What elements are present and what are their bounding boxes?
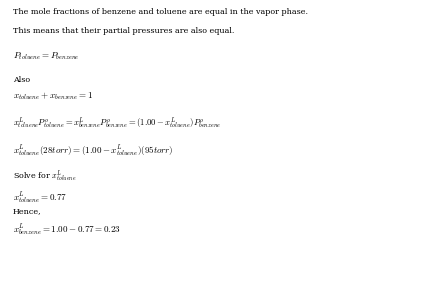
Text: Hence,: Hence, bbox=[13, 207, 41, 215]
Text: $x^{L}_{benzene} = 1.00 - 0.77 = 0.23$: $x^{L}_{benzene} = 1.00 - 0.77 = 0.23$ bbox=[13, 223, 121, 238]
Text: The mole fractions of benzene and toluene are equal in the vapor phase.: The mole fractions of benzene and toluen… bbox=[13, 8, 308, 16]
Text: $x^{L}_{toluene}P^{o}_{toluene} = x^{L}_{benzene}P^{o}_{benzene} = (1.00 - x^{L}: $x^{L}_{toluene}P^{o}_{toluene} = x^{L}_… bbox=[13, 116, 221, 131]
Text: $x^{L}_{toluene}(28torr) = (1.00 - x^{L}_{toluene})(95torr)$: $x^{L}_{toluene}(28torr) = (1.00 - x^{L}… bbox=[13, 144, 173, 159]
Text: Solve for $x^{L}_{toluene}$: Solve for $x^{L}_{toluene}$ bbox=[13, 169, 76, 184]
Text: $x^{L}_{toluene} = 0.77$: $x^{L}_{toluene} = 0.77$ bbox=[13, 190, 67, 206]
Text: $x_{toluene} + x_{benzene} = 1$: $x_{toluene} + x_{benzene} = 1$ bbox=[13, 90, 93, 102]
Text: This means that their partial pressures are also equal.: This means that their partial pressures … bbox=[13, 27, 234, 35]
Text: $P_{toluene} = P_{benzene}$: $P_{toluene} = P_{benzene}$ bbox=[13, 51, 80, 62]
Text: Also: Also bbox=[13, 76, 30, 84]
